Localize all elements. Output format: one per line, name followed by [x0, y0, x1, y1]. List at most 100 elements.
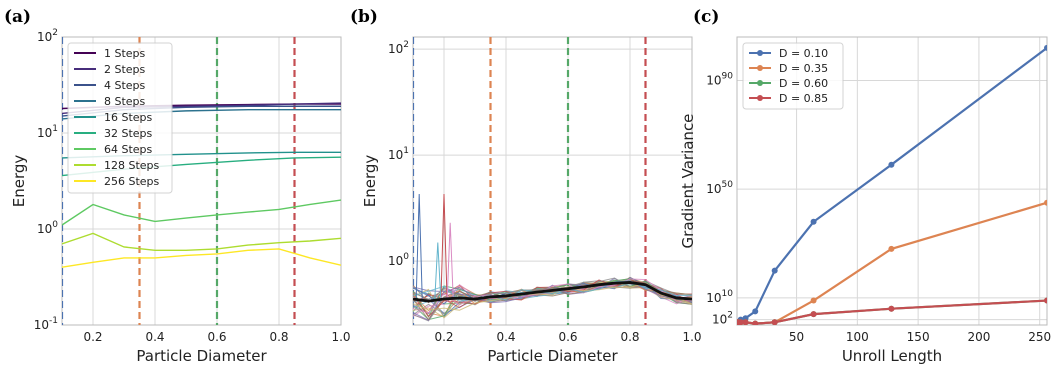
y-tick-label: 100 [37, 220, 58, 236]
spike-line [440, 193, 448, 302]
plot-area [413, 37, 692, 325]
sample-line [413, 280, 692, 302]
series-line [62, 248, 341, 268]
legend-label: D = 0.35 [779, 62, 828, 75]
y-axis-label: Energy [10, 155, 28, 208]
legend-box [742, 42, 844, 110]
y-tick-label-text: 100 [37, 220, 58, 236]
panel-letter: (a) [4, 7, 31, 27]
y-tick-label-text: 10-1 [34, 316, 58, 332]
legend-label: 4 Steps [104, 79, 146, 92]
y-axis-label: Energy [361, 155, 379, 208]
legend-label: 16 Steps [104, 111, 153, 124]
y-tick-label-text: 101 [37, 124, 58, 140]
mean-line [413, 281, 692, 303]
y-tick-label-text: 102 [37, 28, 58, 44]
series-point [752, 320, 759, 325]
series-point [1044, 44, 1047, 51]
x-tick-label: 100 [846, 330, 869, 344]
y-tick-label: 1050 [706, 180, 733, 196]
y-tick-label: 100 [388, 252, 409, 268]
y-tick-label: 101 [37, 124, 58, 140]
x-axis-label: Particle Diameter [136, 347, 267, 365]
panel-letter: (b) [350, 7, 378, 27]
x-axis-label: Particle Diameter [487, 347, 618, 365]
y-tick-label: 102 [37, 28, 58, 44]
y-tick-label: 102 [388, 40, 409, 56]
y-axis-label: Gradient Variance [679, 114, 697, 249]
x-tick-label: 0.2 [83, 330, 102, 344]
x-tick-label: 0.6 [207, 330, 226, 344]
series-point [888, 305, 895, 312]
y-tick-label-text: 1010 [706, 289, 733, 305]
y-tick-label-text: 101 [388, 146, 409, 162]
panel-1: (a) 0.2 0.4 0.6 0.8 1.0 10-1 100 101 102 Particle … [4, 7, 351, 365]
legend-label: D = 0.10 [779, 47, 828, 60]
series-point [810, 311, 817, 318]
panel-letter: (c) [693, 7, 719, 27]
legend-marker [757, 65, 763, 71]
y-tick-label: 1090 [706, 71, 733, 87]
sample-line [413, 278, 692, 314]
panel-2: (b) 0.2 0.4 0.6 0.8 1.0 100 101 102 Particle Diam… [350, 7, 702, 365]
x-tick-label: 50 [789, 330, 804, 344]
spike-line [434, 242, 442, 302]
y-tick-label: 10-1 [34, 316, 58, 332]
series-point [742, 319, 749, 325]
x-tick-label: 250 [1028, 330, 1051, 344]
series-point [752, 308, 759, 315]
x-tick-label: 0.4 [496, 330, 515, 344]
y-tick-label-text: 100 [388, 252, 409, 268]
plot-area [737, 44, 1047, 325]
legend-marker [757, 80, 763, 86]
x-tick-label: 1.0 [331, 330, 350, 344]
legend-label: 8 Steps [104, 95, 146, 108]
x-tick-label: 200 [967, 330, 990, 344]
series-point [737, 319, 744, 325]
x-tick-label: 0.2 [434, 330, 453, 344]
legend-label: 256 Steps [104, 175, 160, 188]
y-tick-label: 102 [712, 311, 733, 327]
x-tick-label: 150 [907, 330, 930, 344]
x-tick-label: 0.4 [145, 330, 164, 344]
series-point [810, 297, 817, 304]
series-point [888, 161, 895, 168]
series-line [737, 299, 1047, 325]
legend-label: 2 Steps [104, 63, 146, 76]
series-point [888, 245, 895, 252]
plot-frame [736, 36, 1048, 326]
series-point [771, 319, 778, 325]
y-tick-label-text: 102 [388, 40, 409, 56]
plot-frame [412, 36, 693, 326]
legend-label: 128 Steps [104, 159, 160, 172]
y-tick-label-text: 1090 [706, 71, 733, 87]
series-line [62, 199, 341, 226]
legend: 1 Steps 2 Steps 4 Steps 8 Steps 16 Steps 32 S… [67, 42, 173, 194]
legend-box [67, 42, 173, 194]
panel-3: (c) 50 100 150 200 250 102 1010 1050 1090 Unroll L… [679, 7, 1051, 365]
legend-label: D = 0.85 [779, 92, 828, 105]
spike-line [446, 222, 454, 302]
legend: D = 0.10 D = 0.35 D = 0.60 D = 0.85 [742, 42, 844, 110]
legend-label: 1 Steps [104, 47, 146, 60]
legend-label: 32 Steps [104, 127, 153, 140]
y-tick-label-text: 1050 [706, 180, 733, 196]
y-tick-label: 101 [388, 146, 409, 162]
spike-line [415, 193, 423, 302]
sample-line [413, 280, 692, 321]
series-point [1044, 199, 1047, 206]
x-axis-label: Unroll Length [842, 347, 942, 365]
series-point [1044, 297, 1047, 304]
x-tick-label: 1.0 [682, 330, 701, 344]
series-point [810, 218, 817, 225]
legend-label: 64 Steps [104, 143, 153, 156]
y-tick-label: 1010 [706, 289, 733, 305]
y-tick-label-text: 102 [712, 311, 733, 327]
series-point [771, 267, 778, 274]
panels: (a) 0.2 0.4 0.6 0.8 1.0 10-1 100 101 102 Particle … [4, 7, 1051, 365]
x-tick-label: 0.8 [620, 330, 639, 344]
series-line [62, 232, 341, 251]
legend-marker [757, 50, 763, 56]
legend-label: D = 0.60 [779, 77, 828, 90]
